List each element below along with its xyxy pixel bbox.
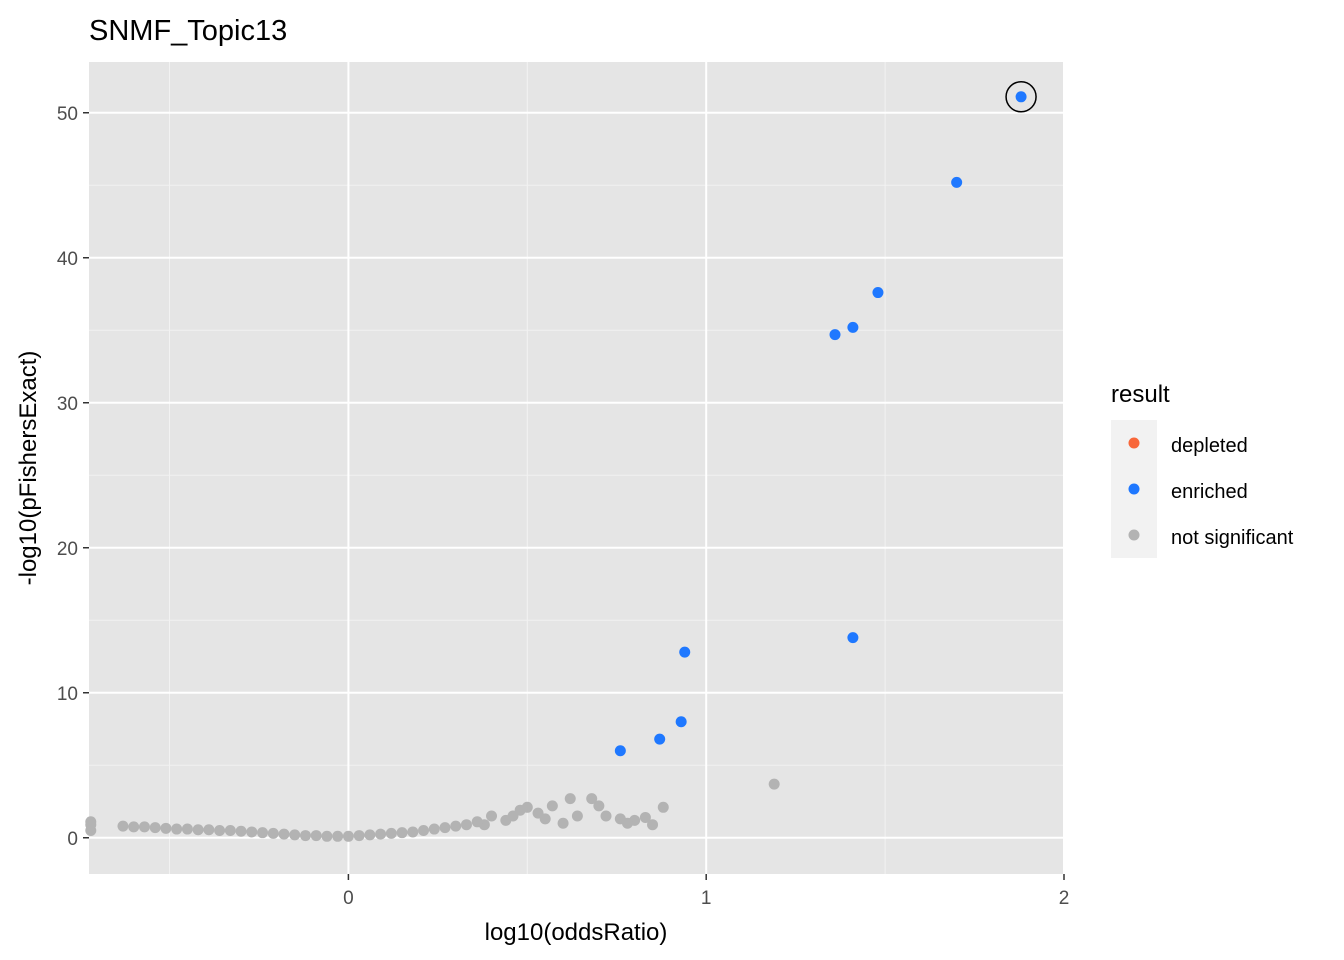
data-point-enriched <box>675 716 687 728</box>
data-point-not-significant <box>310 830 322 842</box>
data-point-enriched <box>614 745 626 757</box>
data-point-not-significant <box>500 814 512 826</box>
data-point-not-significant <box>138 821 150 833</box>
data-point-not-significant <box>639 811 651 823</box>
data-point-not-significant <box>353 830 365 842</box>
data-point-not-significant <box>768 778 780 790</box>
data-point-not-significant <box>614 813 626 825</box>
data-point-not-significant <box>385 827 397 839</box>
data-point-enriched <box>951 176 963 188</box>
data-point-not-significant <box>486 810 498 822</box>
data-point-not-significant <box>214 825 226 836</box>
legend-key-enriched <box>1128 483 1140 495</box>
data-point-not-significant <box>375 828 387 840</box>
grid-minor <box>89 62 1064 874</box>
data-point-not-significant <box>117 820 129 832</box>
data-point-not-significant <box>557 817 569 829</box>
data-point-not-significant <box>600 810 612 822</box>
plot-panel <box>89 62 1064 874</box>
data-point-not-significant <box>571 810 583 822</box>
x-tick-label: 0 <box>343 888 354 909</box>
y-tick-label: 10 <box>57 684 78 705</box>
data-point-not-significant <box>332 830 344 842</box>
data-point-not-significant <box>85 816 97 828</box>
data-point-not-significant <box>203 824 215 836</box>
data-point-not-significant <box>564 793 576 805</box>
data-point-not-significant <box>657 801 669 813</box>
data-point-not-significant <box>647 819 659 831</box>
data-point-not-significant <box>192 824 204 836</box>
legend-key-depleted <box>1128 437 1140 449</box>
data-point-not-significant <box>181 823 193 835</box>
data-point-not-significant <box>128 821 140 833</box>
data-point-not-significant <box>407 826 419 838</box>
data-point-enriched <box>847 632 859 644</box>
data-point-not-significant <box>460 819 472 831</box>
data-point-not-significant <box>418 825 430 836</box>
data-point-not-significant <box>267 827 279 839</box>
data-point-not-significant <box>278 828 290 840</box>
y-tick-label: 30 <box>57 394 78 415</box>
data-point-not-significant <box>235 825 247 837</box>
data-point-not-significant <box>532 807 544 819</box>
data-point-enriched <box>679 646 691 658</box>
data-point-not-significant <box>289 829 301 841</box>
legend-label-enriched: enriched <box>1171 481 1248 503</box>
data-point-not-significant <box>439 822 451 834</box>
legend-key-not-significant <box>1128 529 1140 541</box>
x-tick-label: 2 <box>1059 888 1070 909</box>
data-point-not-significant <box>299 830 311 842</box>
data-point-not-significant <box>471 816 483 828</box>
legend-label-depleted: depleted <box>1171 435 1248 457</box>
y-tick-label: 50 <box>57 104 78 125</box>
data-point-enriched <box>654 733 666 745</box>
data-point-not-significant <box>450 820 462 832</box>
data-point-not-significant <box>149 822 161 834</box>
y-tick-label: 0 <box>67 829 78 850</box>
data-point-not-significant <box>160 822 172 834</box>
data-point-not-significant <box>396 827 408 839</box>
data-point-not-significant <box>246 826 258 838</box>
x-axis-title: log10(oddsRatio) <box>485 919 668 946</box>
grid-major <box>89 62 1065 874</box>
y-tick-label: 20 <box>57 539 78 560</box>
chart-title: SNMF_Topic13 <box>89 15 287 47</box>
data-point-not-significant <box>257 827 269 839</box>
data-point-enriched <box>1015 91 1027 103</box>
data-point-enriched <box>829 329 841 341</box>
data-point-not-significant <box>321 830 333 842</box>
data-points <box>85 81 1037 842</box>
data-point-not-significant <box>586 793 598 805</box>
data-point-enriched <box>872 287 884 299</box>
x-tick-label: 1 <box>701 888 712 909</box>
data-point-not-significant <box>224 825 236 836</box>
legend: result depleted enriched not significant <box>1111 381 1294 558</box>
data-point-not-significant <box>364 829 376 841</box>
data-point-not-significant <box>342 830 354 842</box>
legend-title: result <box>1111 381 1170 408</box>
y-axis-title: -log10(pFishersExact) <box>15 351 42 586</box>
data-point-not-significant <box>546 800 558 812</box>
data-point-enriched <box>847 321 859 333</box>
data-point-not-significant <box>428 823 440 835</box>
legend-label-not-significant: not significant <box>1171 527 1294 549</box>
y-tick-label: 40 <box>57 249 78 270</box>
highlight-ring <box>1005 81 1037 113</box>
data-point-not-significant <box>171 823 183 835</box>
data-point-not-significant <box>593 800 605 812</box>
